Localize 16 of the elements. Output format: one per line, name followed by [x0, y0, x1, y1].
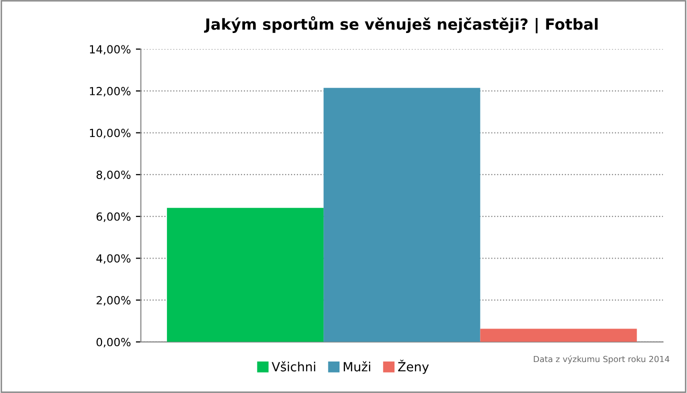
chart-title: Jakým sportům se věnuješ nejčastěji? | Fotbal — [204, 16, 598, 34]
text: Data z výzkumu Sport roku 2014 — [534, 355, 670, 364]
y-tick-label: 6,00% — [96, 212, 130, 222]
y-tick-label: 14,00% — [90, 45, 130, 55]
legend-label: Ženy — [398, 360, 429, 374]
y-tick-label: 0,00% — [96, 338, 130, 348]
legend-label: Všichni — [272, 361, 316, 372]
legend-label: Muži — [344, 361, 370, 372]
y-tick-label: 4,00% — [96, 254, 130, 264]
y-tick-label: 12,00% — [90, 86, 130, 96]
bar — [166, 208, 324, 342]
y-tick-label: 10,00% — [90, 128, 130, 138]
bar — [324, 88, 480, 342]
bar — [480, 328, 637, 342]
y-tick-label: 8,00% — [96, 170, 130, 180]
y-tick-label: 2,00% — [96, 296, 130, 306]
